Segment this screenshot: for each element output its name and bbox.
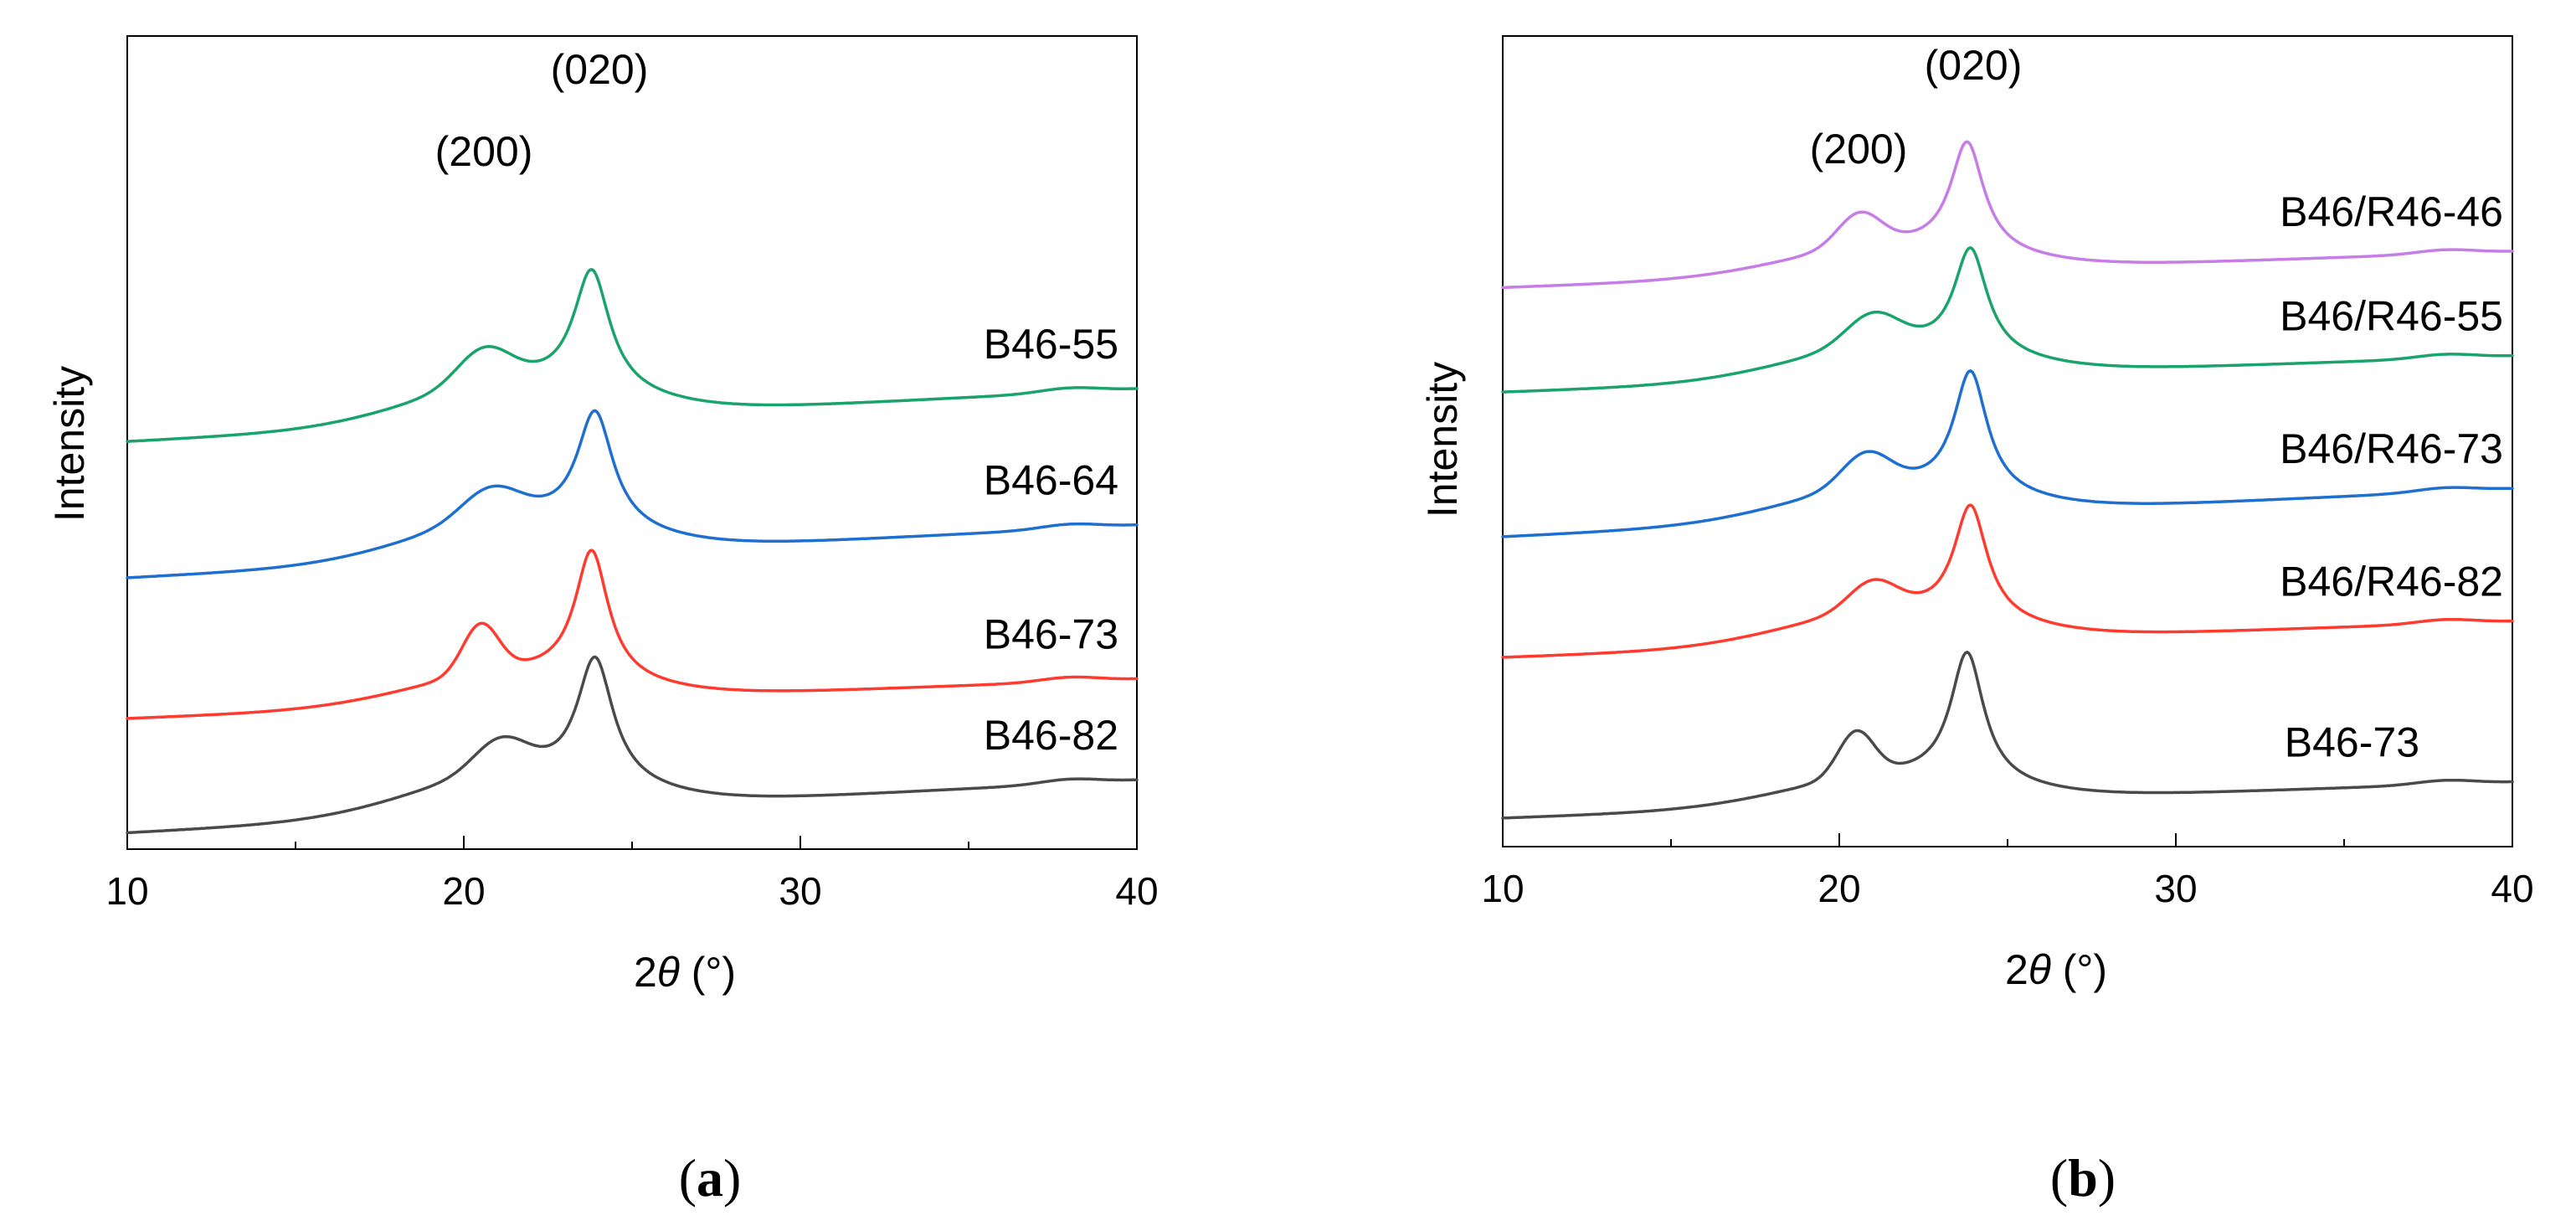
peak-annotation-020: (020) <box>1925 42 2023 89</box>
x-tick-label: 30 <box>779 869 821 913</box>
x-tick-label: 10 <box>105 869 148 913</box>
x-axis-title-a: 2θ (°) <box>634 949 736 996</box>
x-tick-label: 10 <box>1481 867 1524 910</box>
x-tick-label: 30 <box>2154 867 2197 910</box>
panel-label-b: (b) <box>2050 1148 2116 1208</box>
y-axis-title-a: Intensity <box>46 366 93 522</box>
x-tick-label: 40 <box>2491 867 2533 910</box>
series-label: B46/R46-82 <box>2280 559 2503 605</box>
x-tick-label: 20 <box>1818 867 1860 910</box>
peak-annotation-200: (200) <box>435 128 533 175</box>
series-line-b46-r46-82 <box>1501 503 2514 659</box>
panel-label-a: (a) <box>679 1148 742 1208</box>
annotations-a: (020) (200) <box>435 46 649 175</box>
series-line-b46-55 <box>126 268 1139 443</box>
series-label: B46/R46-46 <box>2280 188 2503 235</box>
series-label: B46-73 <box>984 610 1118 657</box>
annotations-b: (020) (200) <box>1810 42 2023 173</box>
series-label: B46/R46-73 <box>2280 425 2503 472</box>
series-label: B46/R46-55 <box>2280 293 2503 340</box>
curves-b <box>1501 140 2514 820</box>
y-axis-title-b: Intensity <box>1419 362 1466 518</box>
x-tick-label: 20 <box>442 869 485 913</box>
x-ticks-a: 10 20 30 40 <box>105 836 1159 913</box>
series-label: B46-64 <box>984 457 1118 504</box>
series-line-b46-73 <box>126 549 1139 720</box>
x-tick-label: 40 <box>1115 869 1158 913</box>
series-label: B46-82 <box>984 712 1118 759</box>
panel-b: 10 20 30 40 B46/R46-46B46/R46-55B46/R46-73B… <box>1419 35 2534 1208</box>
x-ticks-b: 10 20 30 40 <box>1481 833 2534 910</box>
series-line-b46-73 <box>1501 651 2514 820</box>
peak-annotation-200: (200) <box>1810 126 1908 173</box>
series-line-b46-64 <box>126 409 1139 579</box>
series-label: B46-55 <box>984 321 1118 368</box>
series-labels-a: B46-55 B46-64 B46-73 B46-82 <box>984 321 1118 759</box>
series-line-b46-r46-73 <box>1501 369 2514 538</box>
peak-annotation-020: (020) <box>551 46 649 93</box>
series-label: B46-73 <box>2285 719 2419 765</box>
series-labels-b: B46/R46-46 B46/R46-55 B46/R46-73 B46/R46-82… <box>2280 188 2503 766</box>
series-line-b46-82 <box>126 655 1139 835</box>
series-line-b46-r46-55 <box>1501 246 2514 394</box>
series-line-b46-r46-46 <box>1501 140 2514 290</box>
curves-a <box>126 268 1139 835</box>
x-axis-title-b: 2θ (°) <box>2005 946 2107 993</box>
